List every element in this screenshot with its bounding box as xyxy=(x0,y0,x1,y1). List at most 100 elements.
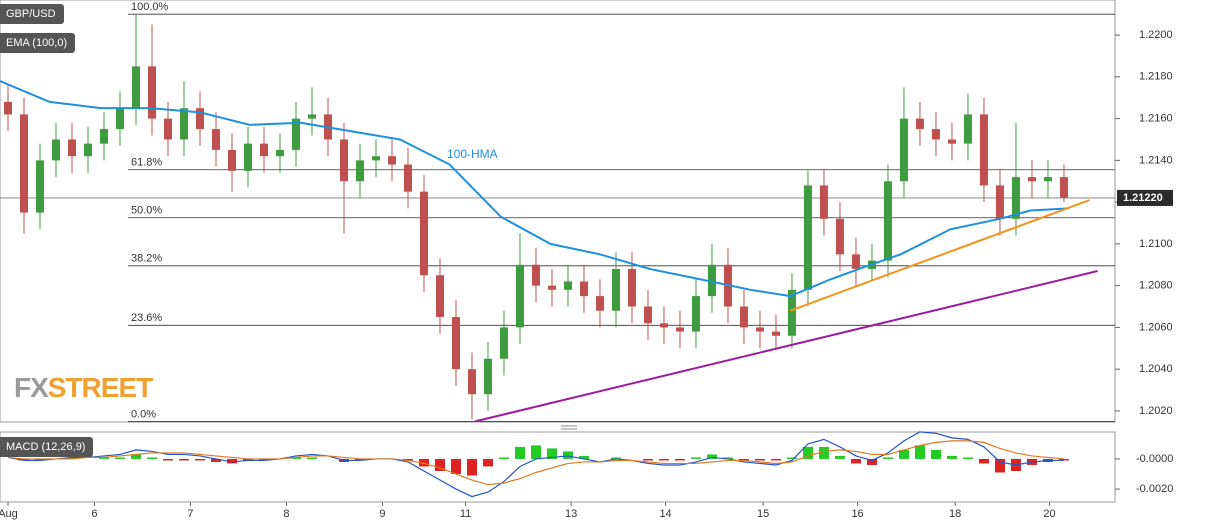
histogram-bar xyxy=(546,448,557,459)
x-tick-label: 9 xyxy=(379,508,385,520)
histogram-bar xyxy=(34,458,45,461)
histogram-bar xyxy=(210,458,221,462)
candle-body xyxy=(355,160,364,182)
indicator-line xyxy=(0,80,1069,298)
histogram-bar xyxy=(754,458,765,461)
candle-body xyxy=(83,143,92,157)
x-tick-label: 14 xyxy=(659,508,671,520)
histogram-bar xyxy=(1058,458,1069,461)
y-tick-label: -0.0020 xyxy=(1136,483,1173,495)
histogram-bar xyxy=(978,458,989,464)
candle-body xyxy=(227,149,236,171)
histogram-bar xyxy=(770,458,781,461)
candle-body xyxy=(803,185,812,290)
candle-body xyxy=(707,264,716,297)
annotation: 100-HMA xyxy=(447,147,498,161)
histogram-bar xyxy=(162,458,173,461)
y-tick-label: 1.2140 xyxy=(1139,154,1173,166)
y-tick-label: 1.2060 xyxy=(1139,321,1173,333)
histogram-bar xyxy=(306,457,317,459)
histogram-bar xyxy=(882,457,893,459)
legend-entry: GBP/USD xyxy=(0,4,64,24)
logo: FXSTREET xyxy=(14,372,153,403)
histogram-bar xyxy=(610,457,621,459)
candle-body xyxy=(99,129,108,144)
candle-body xyxy=(515,264,524,328)
last-price-label: 1.21220 xyxy=(1123,192,1163,204)
histogram-bar xyxy=(866,458,877,465)
candle-body xyxy=(275,149,284,157)
macd-pane-frame xyxy=(0,431,1116,503)
candle-body xyxy=(579,281,588,297)
candle-body xyxy=(499,327,508,359)
logo-part: FX xyxy=(14,372,49,403)
x-tick-label: 11 xyxy=(460,508,471,520)
trend-line xyxy=(790,199,1090,312)
histogram-bar xyxy=(658,458,669,461)
histogram-bar xyxy=(418,458,429,467)
histogram-bar xyxy=(354,458,365,461)
legend-entry: EMA (100,0) xyxy=(0,33,76,53)
histogram-bar xyxy=(66,457,77,459)
candle-body xyxy=(403,164,412,192)
histogram-bar xyxy=(962,457,973,459)
candle-body xyxy=(1059,177,1068,198)
candle-body xyxy=(1043,177,1052,182)
x-tick-label: 8 xyxy=(283,508,289,520)
histogram-bar xyxy=(130,454,141,459)
last-price-box xyxy=(1117,189,1173,206)
signal-line xyxy=(7,440,1065,486)
candle-body xyxy=(915,118,924,130)
histogram-bar xyxy=(178,458,189,461)
candle-body xyxy=(467,369,476,395)
histogram-bar xyxy=(530,445,541,459)
candle-body xyxy=(611,268,620,311)
candle-body xyxy=(371,156,380,161)
histogram-bar xyxy=(498,457,509,459)
candle-body xyxy=(755,327,764,332)
histogram-bar xyxy=(994,458,1005,473)
candle-body xyxy=(627,268,636,307)
candle-body xyxy=(659,323,668,328)
candle-body xyxy=(947,139,956,144)
histogram-bar xyxy=(914,445,925,459)
candle-body xyxy=(435,275,444,317)
candle-body xyxy=(179,108,188,140)
histogram-bar xyxy=(450,458,461,474)
candle-body xyxy=(243,143,252,171)
histogram-bar xyxy=(738,458,749,461)
candle-body xyxy=(835,218,844,255)
candle-body xyxy=(931,129,940,140)
fib-label: 100.0% xyxy=(131,1,169,13)
x-tick-label: Aug xyxy=(0,508,18,520)
fib-label: 38.2% xyxy=(131,253,162,265)
candle-body xyxy=(451,316,460,370)
histogram-bar xyxy=(514,446,525,459)
histogram-bar xyxy=(674,458,685,461)
histogram-bar xyxy=(18,458,29,461)
trend-line xyxy=(474,270,1098,423)
histogram-bar xyxy=(802,446,813,459)
candle-body xyxy=(547,285,556,290)
x-tick-label: 15 xyxy=(757,508,769,520)
y-tick-label: 1.2040 xyxy=(1139,363,1173,375)
candle-body xyxy=(563,281,572,290)
histogram-bar xyxy=(850,458,861,464)
candle-body xyxy=(595,296,604,311)
candle-body xyxy=(531,264,540,286)
candle-body xyxy=(851,254,860,269)
y-tick-label: 1.2160 xyxy=(1139,113,1173,125)
histogram-bar xyxy=(466,458,477,476)
histogram-bar xyxy=(722,457,733,459)
fib-label: 23.6% xyxy=(131,312,162,324)
candle-body xyxy=(51,139,60,161)
histogram-bar xyxy=(706,454,717,459)
candle-body xyxy=(291,118,300,150)
x-tick-label: 7 xyxy=(187,508,193,520)
y-tick-label: 1.2100 xyxy=(1139,238,1173,250)
fib-label: 50.0% xyxy=(131,205,162,217)
histogram-bar xyxy=(146,457,157,459)
histogram-bar xyxy=(562,451,573,459)
candle-body xyxy=(771,331,780,336)
